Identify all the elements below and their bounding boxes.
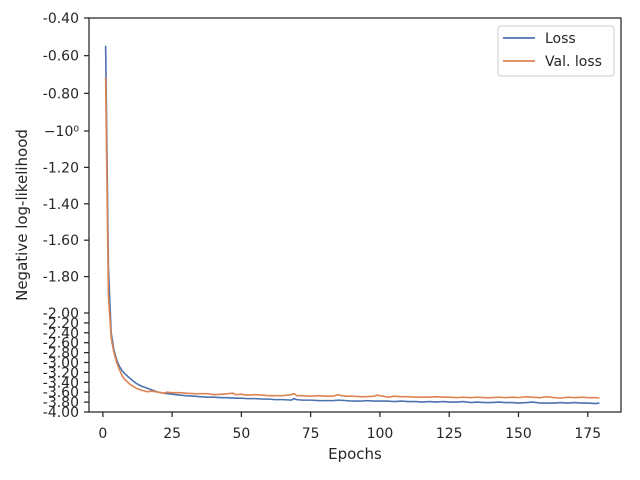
y-tick-label: -3.40: [43, 375, 79, 391]
y-tick-label: -1.20: [43, 160, 79, 176]
y-tick-label: -3.00: [43, 356, 79, 372]
y-tick-label: -1.80: [43, 270, 79, 286]
y-axis-label: Negative log-likelihood: [13, 129, 31, 301]
y-tick-label: -2.60: [43, 336, 79, 352]
y-tick-label: -0.80: [43, 86, 79, 102]
x-axis-label: Epochs: [328, 445, 382, 463]
x-tick-label: 125: [436, 426, 463, 442]
y-tick-label: -1.60: [43, 233, 79, 249]
y-axis: -0.40 -0.60 -0.80 −10⁰ -1.20 -1.40 -1.60 -1.80 -…: [43, 11, 89, 421]
x-tick-label: 175: [574, 426, 601, 442]
x-tick-label: 25: [163, 426, 181, 442]
y-tick-label: -0.60: [43, 49, 79, 65]
x-tick-label: 75: [302, 426, 320, 442]
y-tick-label: -2.20: [43, 316, 79, 332]
legend-label-val-loss: Val. loss: [545, 54, 602, 70]
x-axis: 0 25 50 75 100 125 150 175: [98, 412, 601, 442]
y-tick-label: -2.80: [43, 346, 79, 362]
x-tick-label: 150: [505, 426, 532, 442]
legend: Loss Val. loss: [497, 25, 615, 77]
y-tick-label: -4.00: [43, 405, 79, 421]
y-tick-label: -3.80: [43, 395, 79, 411]
x-tick-label: 0: [98, 426, 107, 442]
legend-label-loss: Loss: [545, 31, 576, 47]
y-tick-label: -3.20: [43, 365, 79, 381]
x-tick-label: 50: [232, 426, 250, 442]
y-tick-label: -1.40: [43, 197, 79, 213]
plot-lines: [104, 45, 600, 405]
y-tick-label: -0.40: [43, 11, 79, 27]
y-tick-label: -2.00: [43, 306, 79, 322]
y-tick-label: -3.60: [43, 385, 79, 401]
x-tick-label: 100: [367, 426, 394, 442]
y-tick-label: −10⁰: [44, 124, 80, 140]
y-tick-label: -2.40: [43, 326, 79, 342]
series-line-val-loss: [104, 77, 600, 399]
plot-frame: [88, 17, 622, 413]
